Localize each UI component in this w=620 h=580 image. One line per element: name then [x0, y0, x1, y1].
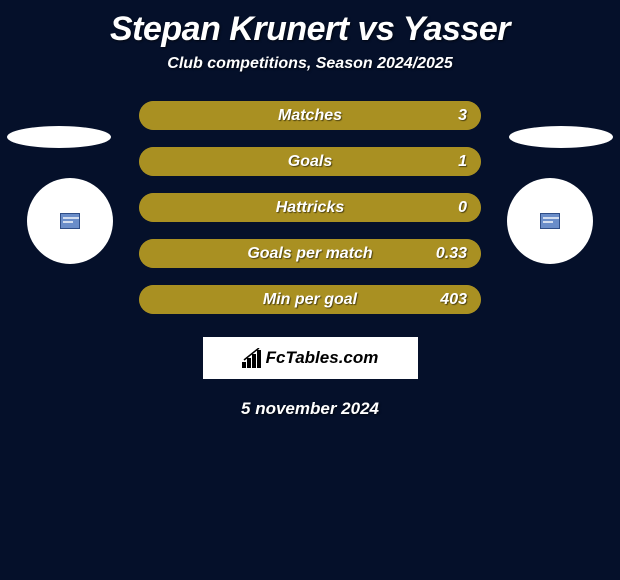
stat-right-value: 0.33 — [436, 239, 467, 268]
player2-avatar-placeholder — [509, 126, 613, 148]
stat-row-goals-per-match: Goals per match 0.33 — [139, 239, 481, 268]
player1-club-badge — [27, 178, 113, 264]
club-placeholder-icon — [60, 213, 80, 229]
stat-row-goals: Goals 1 — [139, 147, 481, 176]
logo-text: FcTables.com — [266, 348, 379, 368]
stat-label: Hattricks — [139, 193, 481, 222]
stat-right-value: 0 — [458, 193, 467, 222]
stat-label: Goals — [139, 147, 481, 176]
stat-label: Goals per match — [139, 239, 481, 268]
player2-club-badge — [507, 178, 593, 264]
stat-row-min-per-goal: Min per goal 403 — [139, 285, 481, 314]
comparison-title: Stepan Krunert vs Yasser — [0, 0, 620, 55]
stat-right-value: 403 — [440, 285, 467, 314]
player1-name: Stepan Krunert — [110, 10, 349, 48]
club-placeholder-icon — [540, 213, 560, 229]
date-text: 5 november 2024 — [0, 399, 620, 419]
subtitle: Club competitions, Season 2024/2025 — [0, 55, 620, 101]
player2-name: Yasser — [403, 10, 510, 48]
stat-row-hattricks: Hattricks 0 — [139, 193, 481, 222]
vs-text: vs — [358, 10, 395, 48]
stat-label: Matches — [139, 101, 481, 130]
stat-label: Min per goal — [139, 285, 481, 314]
stat-right-value: 3 — [458, 101, 467, 130]
stat-right-value: 1 — [458, 147, 467, 176]
stats-container: Matches 3 Goals 1 Hattricks 0 Goals per … — [139, 101, 481, 314]
player1-avatar-placeholder — [7, 126, 111, 148]
fctables-logo: FcTables.com — [203, 337, 418, 379]
bars-icon — [242, 348, 264, 368]
stat-row-matches: Matches 3 — [139, 101, 481, 130]
